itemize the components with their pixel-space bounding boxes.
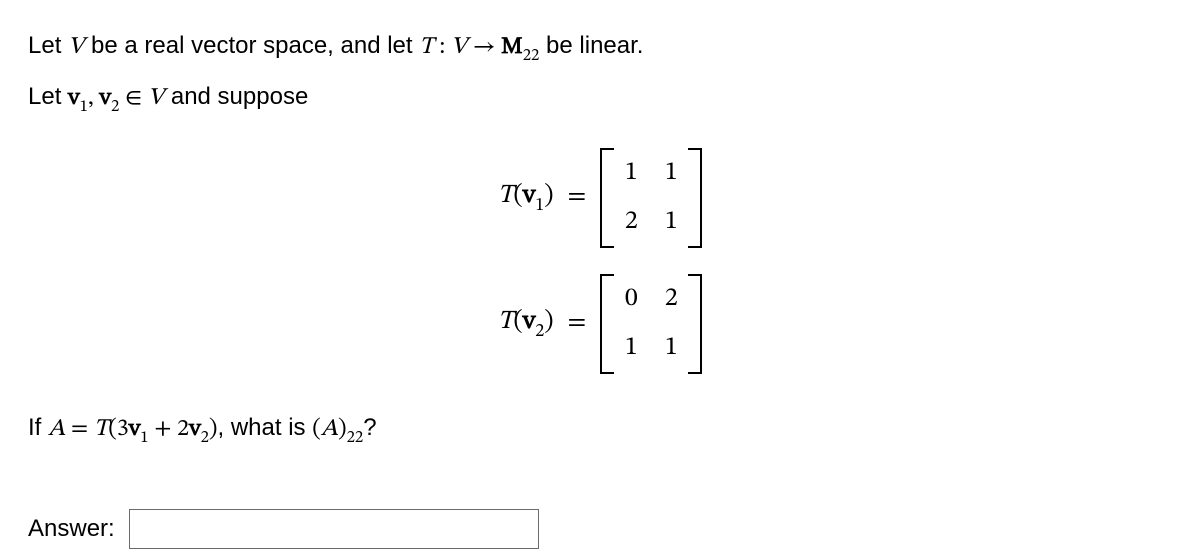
text: , what is [218, 414, 313, 441]
intro-line-2: Let v1, v2 ∈ V and suppose [28, 79, 1172, 118]
matrix-cell: 0 [624, 280, 638, 319]
sub-22: 22 [523, 47, 540, 64]
question-line: If A = T(3v1 + 2v2), what is (A)22? [28, 410, 1172, 449]
var-T: T [498, 183, 514, 209]
paren-open: ( [513, 309, 522, 335]
arrow: → [467, 35, 501, 59]
var-v: v [523, 309, 536, 335]
paren-open: ( [513, 183, 522, 209]
sub-1: 1 [535, 197, 544, 215]
var-V: V [68, 35, 84, 59]
equals-sign: = [568, 304, 587, 343]
sub-2: 2 [535, 323, 544, 341]
equation-1: T(v1) = 1 1 2 1 [498, 148, 703, 248]
var-A: A [321, 417, 338, 441]
equations-block: T(v1) = 1 1 2 1 T(v2) [28, 148, 1172, 374]
text: (3 [108, 417, 128, 441]
var-M: M [501, 35, 522, 59]
matrix-cell: 2 [624, 203, 638, 242]
bracket-right [688, 148, 702, 248]
bracket-left [600, 274, 614, 374]
var-A: A [48, 417, 65, 441]
text: Let [28, 83, 68, 110]
paren-close: ) [338, 417, 347, 441]
sub-1: 1 [140, 429, 148, 446]
matrix-1-grid: 1 1 2 1 [614, 148, 688, 248]
matrix-cell: 1 [664, 329, 678, 368]
eq2-lhs: T(v2) [498, 303, 554, 344]
equals-sign: = [568, 178, 587, 217]
text: be linear. [539, 32, 643, 59]
matrix-cell: 2 [664, 280, 678, 319]
paren-close: ) [544, 183, 553, 209]
problem-page: Let V be a real vector space, and let T … [0, 0, 1200, 543]
var-v: v [523, 183, 536, 209]
matrix-cell: 1 [624, 154, 638, 193]
text: be a real vector space, and let [84, 32, 419, 59]
var-v1: v [68, 86, 80, 110]
bracket-left [600, 148, 614, 248]
var-V: V [451, 35, 467, 59]
var-T: T [419, 35, 433, 59]
text: + 2 [149, 417, 189, 441]
equals: = [65, 417, 94, 441]
var-v2: v [189, 417, 201, 441]
elem-of: ∈ [119, 86, 148, 110]
text: : [434, 35, 451, 59]
equation-2: T(v2) = 0 2 1 1 [498, 274, 703, 374]
var-v1: v [129, 417, 141, 441]
text: and suppose [164, 83, 308, 110]
text: , [88, 86, 100, 110]
var-T: T [94, 417, 108, 441]
sub-1: 1 [80, 98, 88, 115]
text: If [28, 414, 48, 441]
text: Let [28, 32, 68, 59]
paren-close: ) [544, 309, 553, 335]
sub-2: 2 [111, 98, 119, 115]
var-v2: v [99, 86, 111, 110]
equations-column: T(v1) = 1 1 2 1 T(v2) [498, 148, 703, 374]
answer-label: Answer: [28, 511, 115, 547]
matrix-2-grid: 0 2 1 1 [614, 274, 688, 374]
matrix-cell: 1 [664, 203, 678, 242]
matrix-cell: 1 [624, 329, 638, 368]
var-T: T [498, 309, 514, 335]
paren-open: ( [312, 417, 321, 441]
matrix-1: 1 1 2 1 [600, 148, 702, 248]
var-V: V [148, 86, 164, 110]
paren-close: ) [209, 417, 218, 441]
intro-line-1: Let V be a real vector space, and let T … [28, 28, 1172, 67]
matrix-2: 0 2 1 1 [600, 274, 702, 374]
sub-22: 22 [347, 429, 364, 446]
question-mark: ? [363, 414, 376, 441]
bracket-right [688, 274, 702, 374]
sub-2: 2 [201, 429, 209, 446]
eq1-lhs: T(v1) [498, 177, 554, 218]
matrix-cell: 1 [664, 154, 678, 193]
